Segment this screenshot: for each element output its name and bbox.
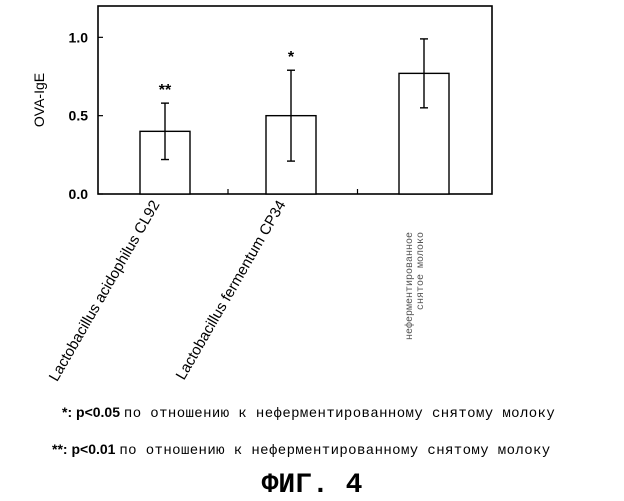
y-axis-label: OVA-IgE — [31, 73, 47, 127]
footnote-text: по отношению к неферментированному снято… — [124, 406, 555, 422]
chart-bars: *** — [140, 39, 449, 194]
x-category-label: снятое молоко — [416, 232, 427, 310]
y-tick-label: 0.0 — [69, 186, 89, 202]
figure-label: ФИГ. 4 — [0, 470, 624, 501]
footnote-p005: *: p<0.05 по отношению к неферментирован… — [62, 404, 624, 422]
significance-marker: * — [288, 49, 295, 66]
significance-marker: ** — [159, 82, 172, 99]
footnote-p001: **: p<0.01 по отношению к неферментирова… — [52, 441, 624, 459]
y-tick-label: 0.5 — [69, 108, 89, 124]
x-category-label: Lactobacillus fermentum CP34 — [173, 198, 290, 383]
x-category-label: Lactobacillus acidophilus CL92 — [46, 198, 164, 385]
y-tick-label: 1.0 — [69, 29, 89, 45]
footnote-condition: p<0.05 — [76, 404, 120, 420]
footnote-text: по отношению к неферментированному снято… — [119, 443, 550, 459]
bar-chart: 0.00.51.0 *** Lactobacillus acidophilus … — [0, 0, 624, 400]
footnote-condition: p<0.01 — [71, 441, 115, 457]
x-category-label: неферментированное — [403, 232, 416, 340]
x-tick-labels: Lactobacillus acidophilus CL92Lactobacil… — [46, 198, 427, 385]
footnote-mark: ** — [52, 441, 63, 457]
